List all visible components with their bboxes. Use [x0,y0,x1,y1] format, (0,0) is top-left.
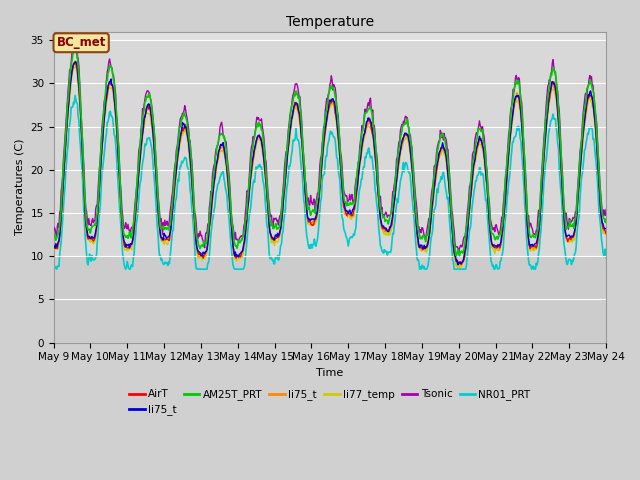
Tsonic [172,159,179,165]
AM25T_PRT [456,253,463,259]
AM25T_PRT [172,161,179,167]
li75_t [195,249,203,255]
li77_temp [71,63,79,69]
AirT [50,242,58,248]
NR01_PRT [172,195,180,201]
li75_t [602,226,610,231]
AM25T_PRT [50,229,58,235]
AM25T_PRT [553,88,561,94]
li75_t [195,255,203,261]
AirT [172,176,179,182]
li75_t [376,209,383,215]
li77_temp [455,264,463,270]
NR01_PRT [323,154,331,159]
li77_temp [172,178,179,184]
li75_t [172,175,179,181]
AirT [195,251,203,256]
Tsonic [70,39,78,45]
Tsonic [50,228,58,234]
AM25T_PRT [602,216,610,222]
X-axis label: Time: Time [316,368,344,378]
Line: NR01_PRT: NR01_PRT [54,96,606,269]
Bar [54,40,606,256]
li75_t [71,58,79,64]
Y-axis label: Temperatures (C): Temperatures (C) [15,139,25,235]
AirT [602,231,610,237]
Tsonic [455,251,463,256]
NR01_PRT [602,255,610,261]
li77_temp [195,254,203,260]
li77_temp [430,189,438,195]
li75_t [50,243,58,249]
li77_temp [602,230,610,236]
Bar [54,256,606,343]
NR01_PRT [52,266,60,272]
li75_t [322,123,330,129]
NR01_PRT [553,130,561,136]
li75_t [72,59,79,64]
NR01_PRT [376,243,384,249]
li75_t [455,265,463,271]
Line: AirT: AirT [54,62,606,264]
Line: li77_temp: li77_temp [54,66,606,267]
AM25T_PRT [322,109,330,115]
AirT [454,262,462,267]
Tsonic [376,195,383,201]
AM25T_PRT [376,201,383,207]
NR01_PRT [431,205,439,211]
li75_t [376,210,383,216]
NR01_PRT [71,93,79,98]
li77_temp [376,213,383,219]
AM25T_PRT [70,46,78,51]
Line: Tsonic: Tsonic [54,42,606,253]
AirT [376,209,383,215]
li75_t [430,183,438,189]
li75_t [172,173,179,179]
Line: li75_t: li75_t [54,61,606,268]
Tsonic [602,206,610,212]
Legend: AirT, li75_t, AM25T_PRT, li75_t, li77_temp, Tsonic, NR01_PRT: AirT, li75_t, AM25T_PRT, li75_t, li77_te… [125,385,534,420]
li75_t [553,100,561,106]
NR01_PRT [196,266,204,272]
li77_temp [322,125,330,131]
AirT [553,98,561,104]
Tsonic [322,103,330,108]
li75_t [50,245,58,251]
li75_t [553,99,561,105]
Tsonic [553,85,561,91]
Line: AM25T_PRT: AM25T_PRT [54,48,606,256]
Line: li75_t: li75_t [54,61,606,265]
li77_temp [553,105,561,110]
Tsonic [430,163,438,169]
li75_t [322,122,330,128]
NR01_PRT [50,260,58,266]
Text: BC_met: BC_met [56,36,106,49]
AM25T_PRT [195,244,203,250]
AM25T_PRT [430,173,438,179]
Tsonic [195,233,203,239]
AirT [322,123,330,129]
li75_t [454,262,462,268]
Title: Temperature: Temperature [285,15,374,29]
AirT [71,60,79,65]
li75_t [430,186,438,192]
li77_temp [50,247,58,252]
li75_t [602,228,610,234]
AirT [430,185,438,191]
